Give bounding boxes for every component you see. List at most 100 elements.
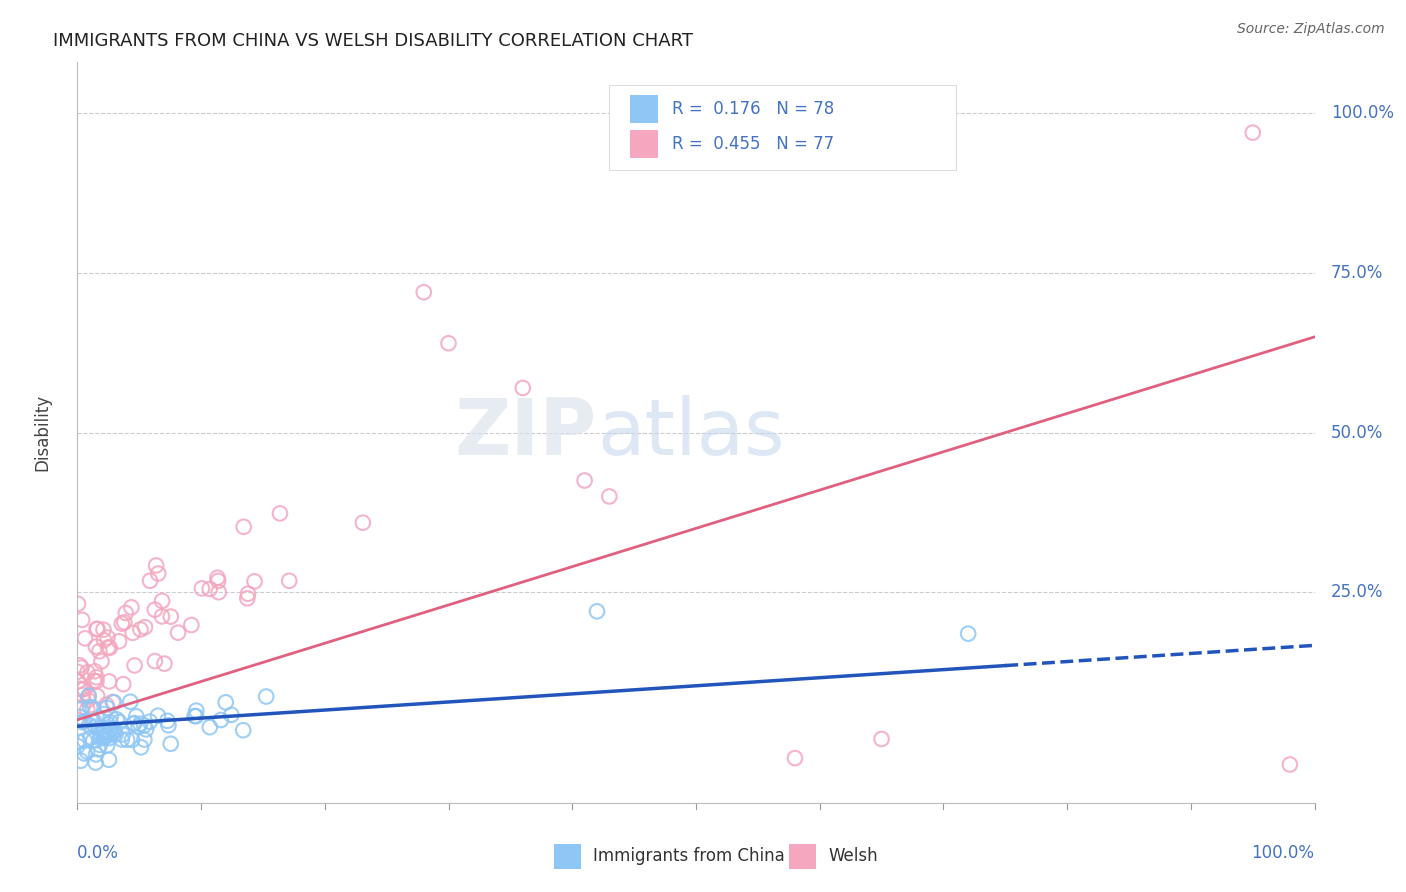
Point xyxy=(148,566,170,581)
Point xyxy=(94,729,117,743)
Point xyxy=(215,695,238,709)
Point xyxy=(1278,757,1301,772)
Point xyxy=(66,739,89,753)
Point xyxy=(101,695,124,709)
Point xyxy=(82,733,104,747)
Point xyxy=(157,718,180,732)
Point xyxy=(143,602,166,616)
Point xyxy=(97,717,120,731)
Point xyxy=(120,695,142,709)
Point xyxy=(129,623,152,637)
Point xyxy=(139,714,162,729)
Point xyxy=(100,727,122,741)
Point xyxy=(89,730,111,744)
Point xyxy=(93,706,115,721)
Point xyxy=(70,660,93,674)
Point xyxy=(70,715,93,730)
Point xyxy=(66,665,89,679)
Point xyxy=(191,582,214,596)
Point xyxy=(112,615,135,630)
Text: 25.0%: 25.0% xyxy=(1330,583,1384,601)
Point xyxy=(93,623,115,637)
Point xyxy=(108,634,131,648)
Point xyxy=(120,600,142,615)
Point xyxy=(183,709,205,723)
Point xyxy=(209,713,232,727)
Point xyxy=(96,739,118,753)
Text: 75.0%: 75.0% xyxy=(1330,264,1384,282)
Text: IMMIGRANTS FROM CHINA VS WELSH DISABILITY CORRELATION CHART: IMMIGRANTS FROM CHINA VS WELSH DISABILIT… xyxy=(52,32,693,50)
Text: ZIP: ZIP xyxy=(454,394,598,471)
Point xyxy=(437,336,460,351)
Point xyxy=(98,753,121,767)
Text: 50.0%: 50.0% xyxy=(1330,424,1384,442)
Text: 100.0%: 100.0% xyxy=(1251,844,1315,862)
Point xyxy=(80,712,103,726)
Point xyxy=(134,732,156,747)
Point xyxy=(77,689,100,703)
Point xyxy=(86,689,108,703)
Text: Source: ZipAtlas.com: Source: ZipAtlas.com xyxy=(1237,22,1385,37)
Text: Disability: Disability xyxy=(34,394,52,471)
Point xyxy=(269,507,291,521)
FancyBboxPatch shape xyxy=(554,844,581,869)
Point xyxy=(870,731,893,746)
Point xyxy=(111,732,134,747)
Point xyxy=(97,640,120,655)
Point xyxy=(73,733,96,747)
Point xyxy=(254,690,277,704)
Point xyxy=(207,571,229,585)
Point xyxy=(143,654,166,668)
Point xyxy=(86,670,108,684)
Text: 100.0%: 100.0% xyxy=(1330,104,1393,122)
Point xyxy=(77,693,100,707)
Point xyxy=(278,574,301,588)
Point xyxy=(512,381,534,395)
Point xyxy=(105,712,128,726)
Point xyxy=(90,727,112,741)
Point xyxy=(90,654,112,668)
Point xyxy=(150,609,173,624)
Point xyxy=(104,728,127,742)
Point xyxy=(98,731,121,745)
Point xyxy=(208,585,231,599)
Point xyxy=(103,724,125,739)
Point xyxy=(598,490,620,504)
Point xyxy=(83,714,105,728)
Point xyxy=(73,632,96,646)
Point xyxy=(89,644,111,658)
Point xyxy=(139,574,162,588)
Point xyxy=(957,626,980,640)
Point xyxy=(783,751,806,765)
Point xyxy=(79,731,101,745)
Point xyxy=(66,597,89,611)
Point xyxy=(67,735,90,749)
Point xyxy=(198,582,221,596)
Point xyxy=(84,756,107,770)
Point xyxy=(150,594,173,608)
Point xyxy=(66,674,89,689)
Point xyxy=(145,558,167,573)
Point xyxy=(198,720,221,734)
Point xyxy=(221,707,243,722)
FancyBboxPatch shape xyxy=(630,95,658,123)
Point xyxy=(97,724,120,739)
Point xyxy=(98,715,121,730)
Point xyxy=(236,591,259,606)
Point xyxy=(127,720,149,734)
Point xyxy=(70,613,93,627)
Point xyxy=(129,716,152,731)
Text: Immigrants from China: Immigrants from China xyxy=(593,847,785,865)
Text: R =  0.455   N = 77: R = 0.455 N = 77 xyxy=(672,135,835,153)
Point xyxy=(180,618,202,632)
Point xyxy=(87,742,110,756)
Text: atlas: atlas xyxy=(598,394,785,471)
Point xyxy=(96,698,118,712)
Point xyxy=(125,709,148,723)
Text: R =  0.176   N = 78: R = 0.176 N = 78 xyxy=(672,100,835,118)
Point xyxy=(412,285,434,300)
Point xyxy=(73,714,96,729)
Point xyxy=(1241,126,1264,140)
Point xyxy=(121,625,143,640)
Text: 0.0%: 0.0% xyxy=(77,844,120,862)
